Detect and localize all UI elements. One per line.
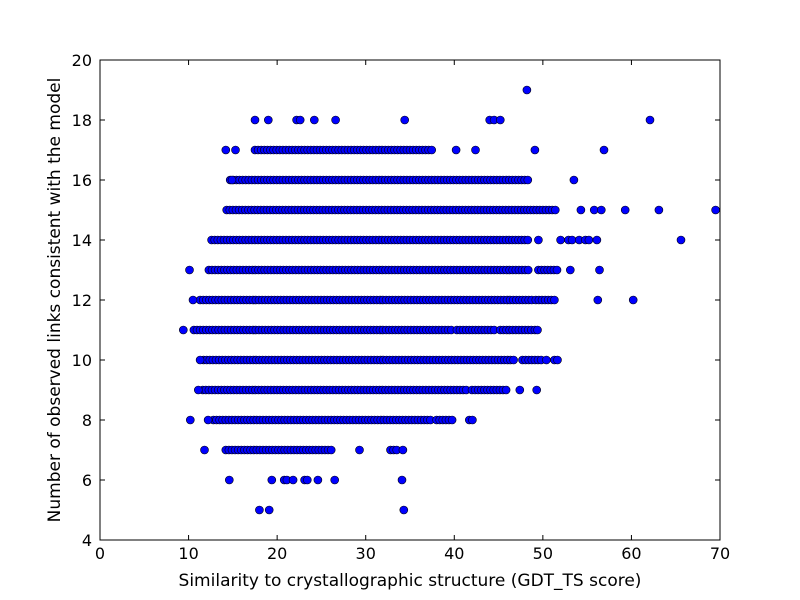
data-point [326,445,336,455]
data-point [397,475,407,485]
y-tick-label: 14 [72,231,92,250]
data-point [542,355,551,365]
y-tick-label: 10 [72,351,92,370]
data-point [179,325,188,335]
data-point [532,385,542,395]
data-point [645,115,655,125]
data-point [676,235,686,245]
data-point [427,145,437,155]
data-point [550,295,559,305]
data-point [288,475,298,485]
data-point [515,385,525,395]
data-point [533,325,542,335]
data-point [530,145,540,155]
x-tick-label: 50 [533,544,553,563]
y-tick-label: 20 [72,51,92,70]
data-point [195,355,205,365]
x-tick-label: 20 [267,544,287,563]
data-point [203,415,213,425]
y-axis: 4 6 8 10 12 14 16 18 20 [72,51,720,550]
data-point [523,235,533,245]
data-point [593,295,603,305]
data-point [302,475,312,485]
data-point [194,385,203,395]
data-point [523,265,533,275]
data-point [264,505,274,515]
data-point [553,355,562,365]
data-point [556,235,565,245]
data-point [711,205,720,215]
x-tick-label: 60 [621,544,641,563]
data-point [501,385,511,395]
data-point [227,175,237,185]
data-point [255,505,264,515]
data-point [451,145,461,155]
data-point [620,205,630,215]
data-point [596,205,606,215]
data-point [550,205,560,215]
y-tick-label: 12 [72,291,92,310]
data-point [225,475,234,485]
x-tick-label: 70 [710,544,730,563]
data-point [509,355,518,365]
data-point [400,115,410,125]
y-axis-label: Number of observed links consistent with… [45,78,65,523]
data-point [355,445,364,455]
data-point [200,445,209,455]
data-point [185,265,194,275]
data-points [179,85,720,515]
x-tick-label: 40 [444,544,464,563]
y-tick-label: 16 [72,171,92,190]
data-point [567,235,577,245]
data-point [231,145,240,155]
y-tick-label: 4 [82,531,92,550]
x-tick-label: 0 [95,544,105,563]
data-point [628,295,638,305]
data-point [599,145,609,155]
x-axis: 0 10 20 30 40 50 60 70 [95,60,730,563]
data-point [186,415,195,425]
data-point [221,145,231,155]
y-tick-label: 8 [82,411,92,430]
data-point [552,265,562,275]
data-point [330,475,340,485]
data-point [309,115,319,125]
data-point [468,415,477,425]
data-point [569,175,579,185]
data-point [654,205,664,215]
data-point [595,265,604,275]
data-point [263,115,273,125]
data-point [523,175,533,185]
x-tick-label: 10 [178,544,198,563]
data-point [522,85,532,95]
y-tick-label: 6 [82,471,92,490]
data-point [313,475,323,485]
x-tick-label: 30 [356,544,376,563]
data-point [447,415,457,425]
y-tick-label: 18 [72,111,92,130]
data-point [399,505,409,515]
x-axis-label: Similarity to crystallographic structure… [179,571,642,591]
data-point [267,475,277,485]
data-point [584,235,594,245]
data-point [495,115,505,125]
data-point [331,115,340,125]
data-point [188,295,198,305]
data-point [398,445,408,455]
data-point [576,205,586,215]
data-point [592,235,602,245]
data-point [565,265,575,275]
data-point [250,115,260,125]
data-point [534,235,543,245]
data-point [471,145,480,155]
data-point [295,115,305,125]
